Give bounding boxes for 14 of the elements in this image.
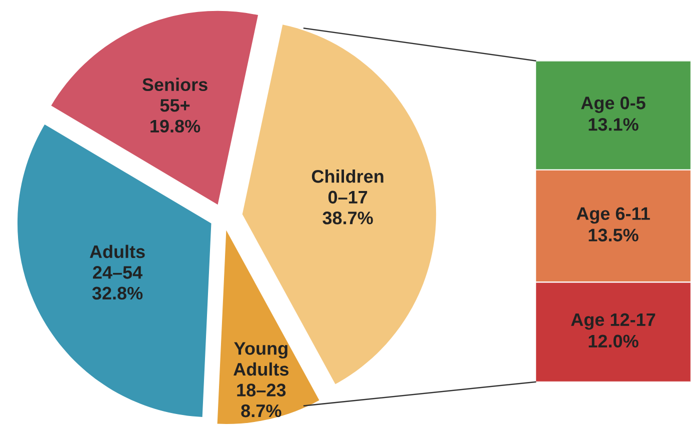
data-label: 13.1% bbox=[588, 118, 638, 131]
data-label: 8.7% bbox=[241, 404, 282, 418]
series-label: Age 12-17 bbox=[571, 313, 656, 330]
series-label: Age 0-5 bbox=[581, 96, 646, 113]
data-label: 12.0% bbox=[588, 334, 638, 348]
series-label: Age 6-11 bbox=[576, 207, 650, 224]
slice-label: Children 0–17 bbox=[312, 170, 384, 204]
data-label: 38.7% bbox=[322, 212, 373, 224]
data-label: 13.5% bbox=[588, 228, 638, 242]
slice-label: Adults 24–54 bbox=[90, 244, 145, 279]
slice-label: Young Adults 18–23 bbox=[234, 342, 289, 396]
data-label: 32.8% bbox=[92, 286, 143, 300]
slice-label: Seniors 55+ bbox=[142, 78, 208, 112]
data-label: 19.8% bbox=[150, 120, 200, 133]
